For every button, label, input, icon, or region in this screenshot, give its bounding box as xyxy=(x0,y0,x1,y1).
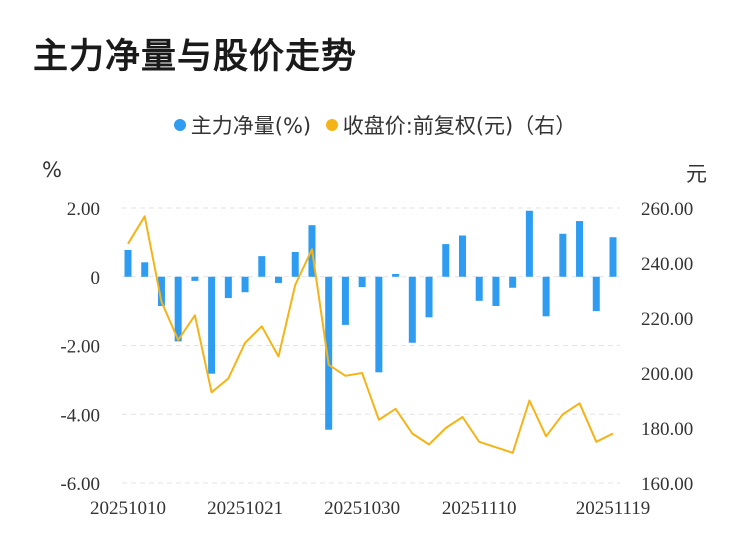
y-left-tick-label: -6.00 xyxy=(60,474,100,495)
bar xyxy=(208,276,216,374)
y-left-tick-label: -2.00 xyxy=(60,337,100,358)
legend-label-net-volume: 主力净量(%) xyxy=(190,114,312,138)
bar xyxy=(124,249,132,277)
y-right-tick-label: 260.00 xyxy=(641,199,693,220)
y-right-tick-label: 200.00 xyxy=(641,364,693,385)
bar xyxy=(592,276,600,312)
y-left-tick-label: -4.00 xyxy=(60,405,100,426)
bar xyxy=(576,221,584,277)
y-right-tick-label: 240.00 xyxy=(641,254,693,275)
bar xyxy=(157,276,165,306)
chart-title: 主力净量与股价走势 xyxy=(33,37,358,77)
bar xyxy=(492,276,500,306)
y-left-tick-label: 0 xyxy=(91,268,101,289)
bar xyxy=(392,274,400,277)
bar xyxy=(408,276,416,343)
x-tick-label: 20251021 xyxy=(207,498,283,519)
legend-dot-net-volume xyxy=(173,119,186,131)
x-tick-label: 20251119 xyxy=(576,498,651,519)
bar xyxy=(275,276,283,283)
bar xyxy=(375,276,383,373)
bar xyxy=(258,256,266,277)
legend-label-close-price: 收盘价:前复权(元)（右） xyxy=(342,114,577,138)
bar xyxy=(224,276,232,299)
bar xyxy=(174,276,182,342)
legend: 主力净量(%) 收盘价:前复权(元)（右） xyxy=(0,110,750,140)
bar xyxy=(291,252,299,277)
y-left-tick-label: 2.00 xyxy=(67,199,100,220)
bar xyxy=(458,235,466,277)
legend-dot-close-price xyxy=(325,119,338,131)
y-right-tick-label: 220.00 xyxy=(641,309,693,330)
bar xyxy=(609,237,617,277)
y-right-tick-label: 160.00 xyxy=(641,474,693,495)
bar xyxy=(425,276,433,318)
x-tick-label: 20251110 xyxy=(442,498,517,519)
x-tick-label: 20251010 xyxy=(90,498,166,519)
y-right-tick-label: 180.00 xyxy=(641,419,693,440)
legend-item-close-price[interactable]: 收盘价:前复权(元)（右） xyxy=(325,110,577,140)
bar xyxy=(509,276,517,288)
legend-item-net-volume[interactable]: 主力净量(%) xyxy=(173,110,312,140)
price-line xyxy=(127,215,614,454)
bar xyxy=(341,276,349,325)
bar xyxy=(191,276,199,281)
bar xyxy=(525,210,533,277)
bar xyxy=(559,233,567,277)
bar xyxy=(442,244,450,277)
bar xyxy=(325,276,333,430)
bar xyxy=(141,262,149,277)
left-axis-unit: % xyxy=(42,158,62,182)
bar xyxy=(542,276,550,317)
right-axis-unit: 元 xyxy=(686,162,707,186)
bar xyxy=(475,276,483,301)
bar xyxy=(241,276,249,293)
bar xyxy=(358,276,366,288)
x-tick-label: 20251030 xyxy=(324,498,400,519)
